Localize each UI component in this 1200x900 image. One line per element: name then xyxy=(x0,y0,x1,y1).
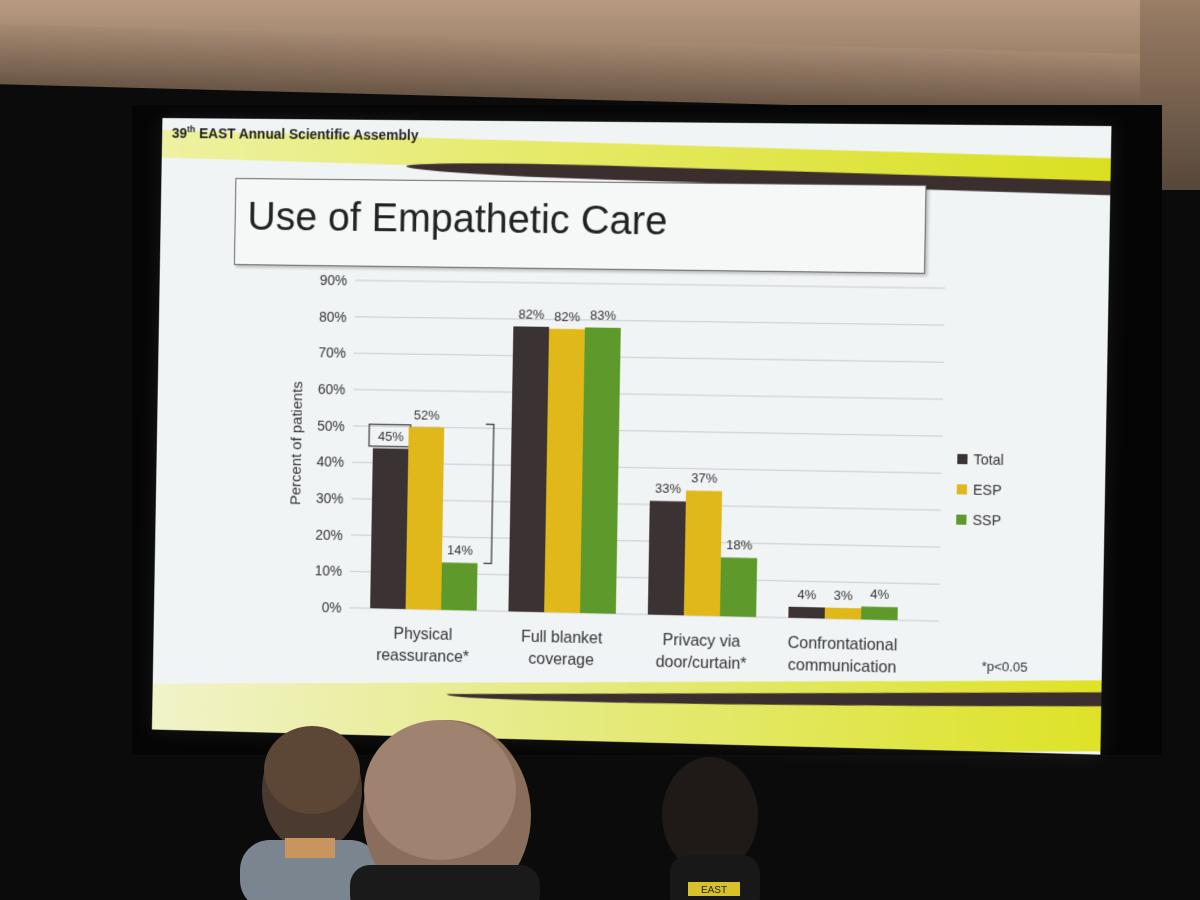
bar-total-3 xyxy=(788,606,825,619)
y-tick-label-8: 80% xyxy=(319,308,347,324)
category-label-0-line-0: Physical xyxy=(393,626,452,644)
data-label-ssp-1: 83% xyxy=(590,307,616,322)
data-label-total-0: 45% xyxy=(378,428,404,443)
y-tick-label-6: 60% xyxy=(318,381,346,397)
presentation-slide: 39th EAST Annual Scientific Assembly Use… xyxy=(151,118,1112,755)
y-tick-label-2: 20% xyxy=(315,526,343,543)
legend-swatch-esp xyxy=(956,484,968,495)
data-label-total-3: 4% xyxy=(797,587,816,603)
significance-bracket xyxy=(483,424,493,563)
category-label-2-line-1: door/curtain* xyxy=(656,654,747,673)
gridline-7 xyxy=(354,353,944,362)
data-label-total-2: 33% xyxy=(655,481,681,497)
data-label-ssp-0: 14% xyxy=(447,543,473,559)
bar-esp-1 xyxy=(544,328,585,614)
y-tick-label-1: 10% xyxy=(315,563,343,580)
y-tick-label-0: 0% xyxy=(322,599,342,615)
category-label-0-line-1: reassurance* xyxy=(376,647,469,666)
y-tick-label-5: 50% xyxy=(317,417,345,433)
legend-label-ssp: SSP xyxy=(972,512,1001,529)
legend-label-total: Total xyxy=(973,451,1003,468)
category-label-1-line-1: coverage xyxy=(528,651,594,670)
audience-head-right: EAST xyxy=(662,757,760,900)
data-label-esp-2: 37% xyxy=(691,470,717,486)
bar-ssp-0 xyxy=(441,562,478,611)
category-label-2-line-0: Privacy via xyxy=(663,632,741,651)
bar-ssp-1 xyxy=(580,327,621,614)
footnote: *p<0.05 xyxy=(981,658,1027,674)
bar-ssp-3 xyxy=(861,606,898,621)
bar-total-1 xyxy=(508,326,550,613)
data-label-ssp-3: 4% xyxy=(870,586,889,602)
category-label-3-line-1: communication xyxy=(788,657,897,677)
gridline-8 xyxy=(355,317,945,325)
bar-ssp-2 xyxy=(719,557,758,618)
category-label-1-line-0: Full blanket xyxy=(521,629,603,648)
data-label-total-1: 82% xyxy=(518,306,544,321)
data-label-esp-3: 3% xyxy=(834,588,853,604)
data-label-ssp-2: 18% xyxy=(726,537,752,553)
y-tick-label-9: 90% xyxy=(320,272,348,288)
y-axis-title: Percent of patients xyxy=(288,381,306,505)
badge-text: EAST xyxy=(701,885,727,896)
y-tick-label-7: 70% xyxy=(318,345,346,361)
y-tick-label-4: 40% xyxy=(317,454,345,470)
bar-esp-3 xyxy=(824,607,862,620)
data-label-esp-0: 52% xyxy=(414,407,440,422)
bar-esp-2 xyxy=(683,490,723,617)
y-tick-label-3: 30% xyxy=(316,490,344,507)
bar-total-2 xyxy=(647,500,686,616)
gridline-6 xyxy=(353,390,943,400)
bar-chart: 0% 10% 20% 30% 40% 50% 60% 70% 80% 90% Percent of … xyxy=(288,272,1027,677)
bar-total-0 xyxy=(370,448,409,610)
data-label-esp-1: 82% xyxy=(554,309,580,324)
legend-swatch-total xyxy=(957,453,968,465)
legend-swatch-ssp xyxy=(956,514,967,525)
legend-label-esp: ESP xyxy=(973,481,1002,498)
gridline-9 xyxy=(355,280,945,288)
bar-esp-0 xyxy=(405,426,445,610)
category-label-3-line-0: Confrontational xyxy=(788,635,898,655)
